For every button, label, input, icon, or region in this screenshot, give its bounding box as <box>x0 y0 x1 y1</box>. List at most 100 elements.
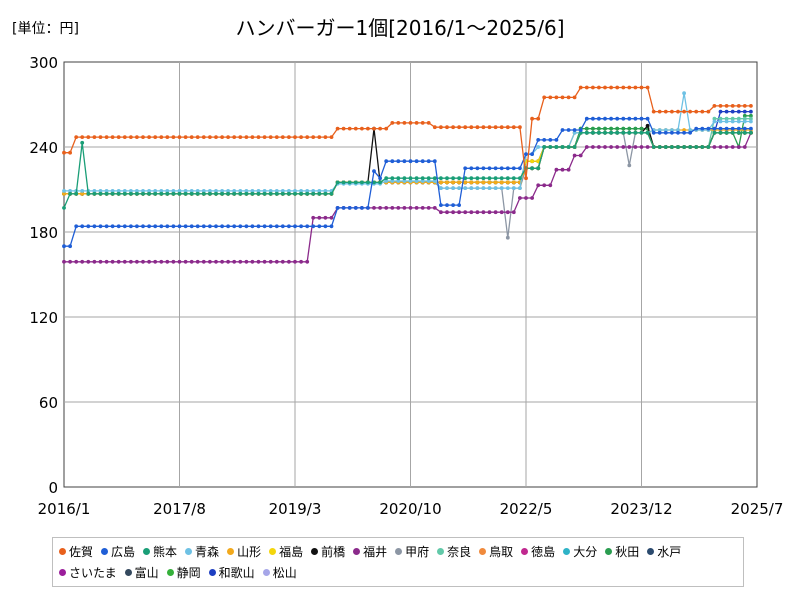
data-point <box>603 145 607 149</box>
data-point <box>232 259 237 264</box>
data-point <box>633 126 638 131</box>
legend-marker <box>227 548 235 555</box>
data-point <box>426 159 431 164</box>
data-point <box>566 128 571 132</box>
data-point <box>676 128 680 132</box>
data-point <box>730 116 735 121</box>
data-point <box>457 210 461 215</box>
data-point <box>439 176 443 181</box>
data-point <box>262 135 267 140</box>
data-point <box>682 91 686 96</box>
data-point <box>548 95 553 100</box>
data-point <box>372 169 376 174</box>
data-point <box>445 176 449 181</box>
data-point <box>250 191 255 196</box>
data-point <box>116 191 121 196</box>
data-point <box>597 85 601 90</box>
data-point <box>627 116 632 121</box>
data-point <box>171 191 176 196</box>
legend-label: 福島 <box>279 545 304 559</box>
data-point <box>420 206 425 210</box>
data-point <box>110 191 115 196</box>
data-point <box>554 145 559 149</box>
data-point <box>189 189 194 193</box>
legend-item: 和歌山 <box>208 562 255 583</box>
y-tick-label: 120 <box>29 309 58 327</box>
data-point <box>420 159 425 164</box>
data-point <box>208 224 212 229</box>
data-point <box>463 180 468 185</box>
data-point <box>591 116 595 121</box>
data-point <box>627 126 632 131</box>
data-point <box>366 206 370 210</box>
data-point <box>742 104 747 108</box>
data-point <box>135 189 139 193</box>
data-point <box>135 135 139 140</box>
data-point <box>651 145 656 149</box>
data-point <box>244 135 249 140</box>
data-point <box>226 191 231 196</box>
data-point <box>80 135 85 140</box>
data-point <box>122 191 127 196</box>
data-point <box>238 259 243 264</box>
data-point <box>402 206 407 210</box>
data-point <box>639 85 644 90</box>
data-point <box>238 191 243 196</box>
data-point <box>147 191 152 196</box>
data-point <box>676 109 680 114</box>
data-point <box>384 206 389 210</box>
data-point <box>718 104 723 108</box>
data-point <box>268 135 273 140</box>
data-point <box>74 191 79 196</box>
data-point <box>621 85 626 90</box>
data-point <box>432 159 437 164</box>
data-point <box>390 121 395 125</box>
data-point <box>122 259 127 264</box>
data-point <box>232 191 237 196</box>
data-point <box>141 191 145 196</box>
data-point <box>493 166 498 171</box>
data-point <box>603 126 607 131</box>
data-point <box>280 224 285 229</box>
data-point <box>530 116 534 121</box>
data-point <box>244 259 249 264</box>
data-point <box>104 191 109 196</box>
data-point <box>718 126 723 131</box>
data-point <box>256 259 261 264</box>
data-point <box>688 109 692 114</box>
data-point <box>451 210 455 215</box>
data-point <box>189 224 194 229</box>
data-point <box>378 126 382 131</box>
data-point <box>730 104 735 108</box>
data-point <box>177 259 182 264</box>
data-point <box>141 189 145 193</box>
data-point <box>238 135 243 140</box>
data-point <box>74 259 79 264</box>
data-point <box>426 121 431 125</box>
data-point <box>615 130 620 135</box>
data-point <box>384 179 389 183</box>
data-point <box>341 206 346 210</box>
data-point <box>676 130 680 135</box>
data-point <box>408 179 413 183</box>
data-point <box>451 186 455 191</box>
data-point <box>554 138 559 142</box>
data-point <box>548 145 553 149</box>
data-point <box>360 206 364 210</box>
data-point <box>548 138 553 142</box>
data-point <box>633 85 638 90</box>
data-point <box>147 189 152 193</box>
data-point <box>68 191 72 196</box>
data-point <box>159 189 164 193</box>
data-point <box>62 206 66 210</box>
data-point <box>597 130 601 135</box>
data-point <box>615 85 620 90</box>
data-point <box>584 145 589 149</box>
data-point <box>372 180 376 185</box>
data-point <box>360 180 364 185</box>
data-point <box>536 138 541 142</box>
data-point <box>572 145 577 149</box>
legend-label: 和歌山 <box>218 566 255 580</box>
data-point <box>518 176 522 181</box>
legend-item: さいたま <box>59 562 117 583</box>
